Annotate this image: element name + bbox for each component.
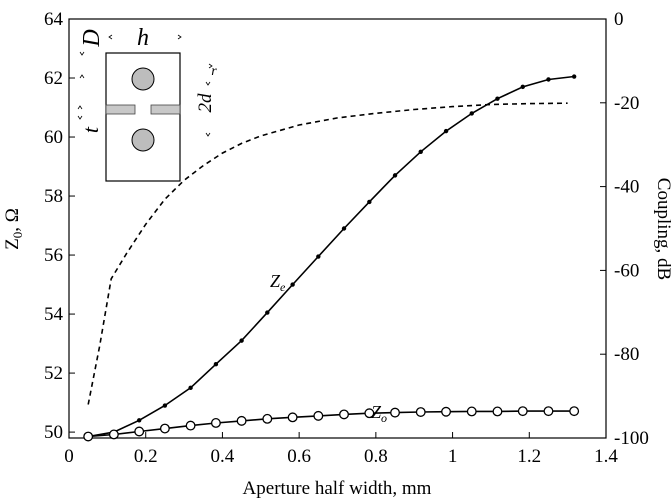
zo-point	[185, 420, 196, 431]
ze-point	[316, 254, 321, 259]
ze-point	[367, 199, 372, 205]
y-left-tick-label: 64	[44, 9, 64, 30]
y-right-tick-label: 0	[614, 9, 624, 30]
series-ze	[85, 74, 577, 439]
y-left-tick-label: 52	[44, 363, 63, 384]
zo-point	[108, 429, 119, 440]
inset-label-t: t	[78, 126, 103, 133]
zo-point	[492, 406, 503, 417]
x-tick-label: 1	[448, 446, 458, 467]
ze-point	[239, 338, 244, 343]
y-right-axis-ticks: 0 -20 -40 -60 -80 -100	[600, 9, 649, 449]
zo-point	[339, 409, 349, 420]
ze-point	[265, 310, 270, 315]
ze-point	[213, 362, 219, 367]
ze-series-label: Ze	[270, 271, 286, 294]
series-line-zo	[88, 410, 575, 438]
ze-point	[341, 226, 347, 231]
series-coupling	[87, 102, 568, 405]
zo-point	[236, 415, 247, 426]
y-left-axis-ticks: 50 52 54 56 58 60 62 64	[44, 9, 75, 443]
y-left-tick-label: 58	[44, 186, 63, 207]
x-tick-label: 1.2	[517, 446, 541, 467]
zo-point	[441, 406, 452, 417]
inset-dimension-marks	[77, 34, 213, 137]
y-left-tick-label: 54	[44, 304, 64, 325]
zo-point	[287, 412, 298, 423]
ze-point	[469, 111, 474, 116]
inset-conductor-bottom	[131, 128, 155, 152]
x-tick-label: 0.6	[287, 446, 311, 467]
x-tick-label: 0	[64, 446, 74, 467]
zo-point	[159, 423, 170, 434]
ze-point	[136, 418, 142, 423]
ze-point	[571, 74, 577, 79]
inset-conductor-top	[131, 67, 155, 91]
y-left-tick-label: 60	[44, 127, 63, 148]
series-line-coupling	[87, 102, 568, 405]
zo-point	[364, 408, 375, 419]
zo-point	[466, 406, 477, 417]
zo-point	[83, 431, 94, 442]
y-left-tick-label: 56	[44, 245, 63, 266]
ze-point	[392, 173, 398, 178]
zo-point	[517, 406, 528, 417]
inset-plate-left	[105, 104, 136, 115]
x-tick-label: 1.4	[594, 446, 618, 467]
zo-series-label: Zo	[371, 402, 387, 425]
inset-label-r: r	[211, 64, 217, 79]
ze-point	[188, 385, 193, 391]
ze-point	[546, 77, 551, 82]
y-right-tick-label: -20	[614, 93, 639, 114]
ze-point	[290, 282, 295, 287]
series-line-ze	[88, 75, 575, 438]
zo-point	[543, 406, 554, 417]
series-zo	[83, 406, 580, 442]
zo-point	[262, 413, 273, 424]
zo-point	[134, 426, 145, 437]
y-left-tick-label: 62	[44, 68, 63, 89]
zo-point	[313, 410, 324, 421]
x-tick-label: 0.4	[211, 446, 235, 467]
y-left-axis-title: Z0, Ω	[2, 208, 25, 250]
inset-label-2d: 2d	[195, 93, 216, 113]
x-axis-title: Aperture half width, mm	[243, 478, 432, 498]
zo-point	[415, 407, 426, 417]
ze-point	[418, 149, 423, 154]
y-right-tick-label: -40	[614, 177, 639, 198]
ze-point	[495, 96, 500, 101]
ze-point	[520, 84, 525, 90]
inset-label-h: h	[137, 25, 149, 51]
zo-point	[569, 406, 580, 417]
ze-point	[162, 403, 168, 408]
plot-frame	[68, 18, 607, 439]
zo-point	[210, 418, 221, 428]
y-right-tick-label: -80	[614, 344, 639, 365]
inset-diagram: D h r t 2d	[77, 25, 217, 182]
x-axis-ticks: 0 0.2 0.4 0.6 0.8 1 1.2 1.4	[64, 432, 618, 467]
y-right-tick-label: -100	[614, 428, 649, 449]
ze-point	[443, 128, 449, 134]
y-right-tick-label: -60	[614, 260, 639, 281]
y-left-tick-label: 50	[44, 422, 63, 443]
zo-point	[390, 407, 400, 418]
x-tick-label: 0.2	[134, 446, 158, 467]
x-tick-label: 0.8	[364, 446, 388, 467]
inset-plate-right	[150, 104, 181, 115]
inset-label-d-large: D	[79, 29, 105, 47]
y-right-axis-title: Coupling, dB	[653, 178, 671, 280]
